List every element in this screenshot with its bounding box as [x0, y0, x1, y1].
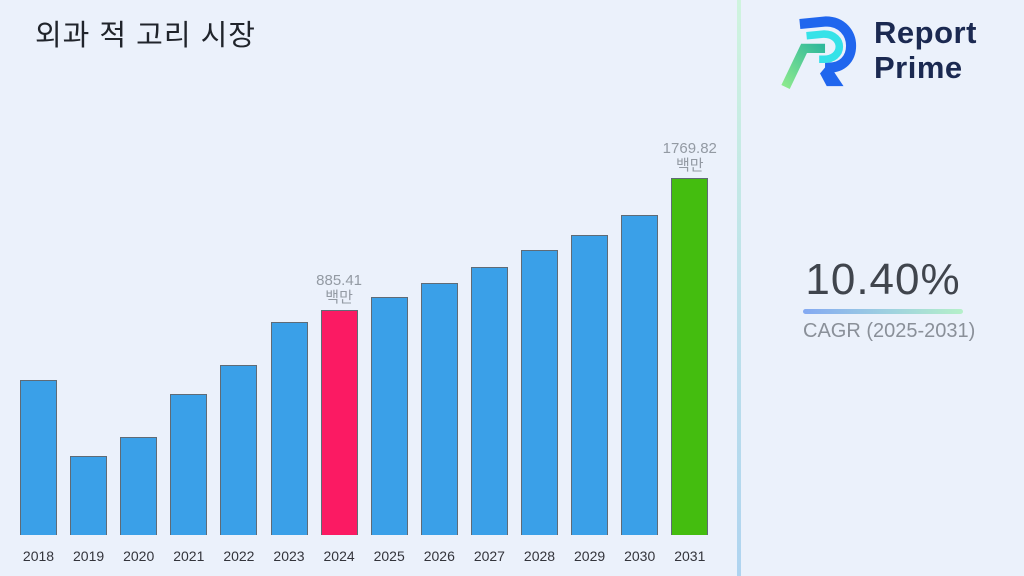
page-title: 외과 적 고리 시장	[35, 20, 256, 52]
bar-chart: 2018 2019 2020 2021 2022 2023 2024 885.41 백만 2025…	[20, 139, 717, 564]
bar-2027	[470, 267, 508, 535]
data-label-2024: 885.41 백만	[316, 271, 363, 306]
x-axis-label-2024: 2024	[323, 548, 355, 564]
x-axis-label-2028: 2028	[523, 548, 556, 564]
section-divider	[737, 0, 741, 576]
x-axis-label-2023: 2023	[273, 548, 305, 564]
bar-2023	[270, 322, 308, 535]
cagr-caption: CAGR (2025-2031)	[803, 320, 976, 342]
bar-2018	[20, 380, 57, 535]
cagr-value: 10.40%	[805, 255, 961, 304]
x-axis-label-2020: 2020	[123, 548, 155, 564]
x-axis-label-2027: 2027	[473, 548, 505, 564]
x-axis-label-2030: 2030	[624, 548, 656, 564]
bar-2030	[621, 215, 659, 535]
cagr-underline	[803, 309, 963, 314]
logo-word-prime: Prime	[874, 50, 963, 85]
bar-2025	[370, 297, 408, 535]
x-axis-label-2018: 2018	[22, 548, 55, 564]
report-prime-logo: Report Prime	[778, 8, 977, 92]
x-axis-label-2029: 2029	[574, 548, 606, 564]
x-axis-label-2025: 2025	[373, 548, 405, 564]
x-axis-label-2026: 2026	[423, 548, 455, 564]
bar-2021	[170, 394, 208, 535]
bar-2031	[671, 178, 709, 535]
bar-2022	[220, 365, 258, 535]
bar-2028	[521, 250, 558, 535]
x-axis-label-2019: 2019	[73, 548, 105, 564]
bar-2020	[120, 437, 158, 535]
logo-word-report: Report	[874, 14, 977, 50]
bar-2029	[571, 235, 609, 535]
report-prime-logo-icon	[781, 16, 857, 89]
bar-2026	[420, 283, 458, 535]
bar-2019	[70, 456, 108, 535]
cagr-block: 10.40% CAGR (2025-2031)	[803, 255, 976, 343]
bar-2024	[320, 310, 358, 535]
x-axis-label-2021: 2021	[173, 548, 205, 564]
x-axis-label-2022: 2022	[223, 548, 255, 564]
data-label-2031: 1769.82 백만	[662, 139, 717, 174]
x-axis-label-2031: 2031	[674, 548, 706, 564]
report-prime-wordmark: Report Prime	[874, 15, 977, 85]
